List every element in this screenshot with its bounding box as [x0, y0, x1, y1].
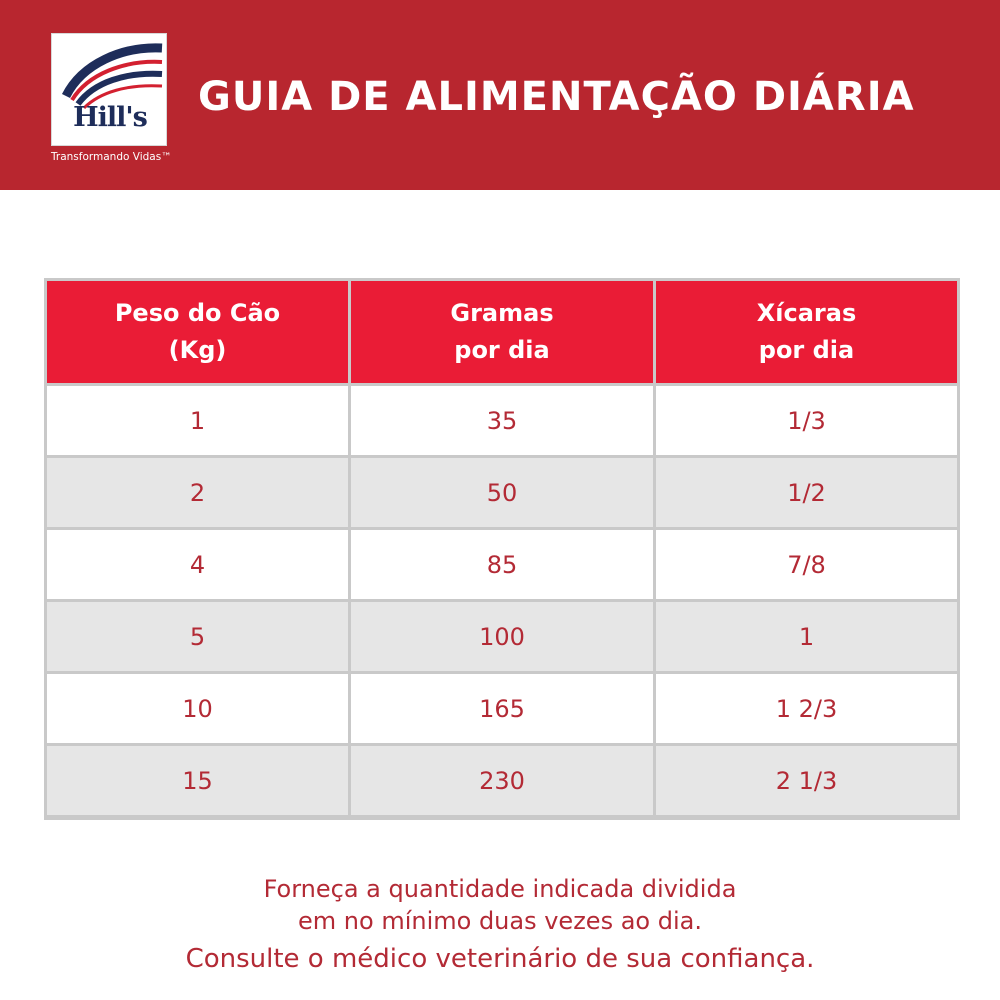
cell-grams: 85: [351, 530, 653, 599]
cell-weight: 10: [47, 674, 348, 743]
cell-grams: 230: [351, 746, 653, 815]
cell-cups: 1 2/3: [656, 674, 957, 743]
logo-arc-icon: [61, 43, 163, 110]
header-weight: Peso do Cão (Kg): [47, 281, 348, 383]
table-row: 1 35 1/3: [47, 386, 957, 455]
header-cups: Xícaras por dia: [656, 281, 957, 383]
hills-logo: Hill's: [51, 33, 167, 146]
header-grams-line1: Gramas: [450, 299, 554, 327]
header-grams-line2: por dia: [454, 336, 550, 364]
cell-cups: 1/3: [656, 386, 957, 455]
header-banner: Hill's Transformando Vidas™ GUIA DE ALIM…: [0, 0, 1000, 190]
cell-weight: 15: [47, 746, 348, 815]
header-weight-line1: Peso do Cão: [114, 299, 281, 327]
table-row: 10 165 1 2/3: [47, 674, 957, 743]
header-grams: Gramas por dia: [351, 281, 653, 383]
logo-tagline: Transformando Vidas™: [51, 151, 172, 163]
cell-grams: 165: [351, 674, 653, 743]
feeding-table: Peso do Cão (Kg) Gramas por dia Xícaras …: [44, 278, 960, 818]
feeding-instructions: Forneça a quantidade indicada dividida e…: [0, 873, 1000, 937]
cell-grams: 35: [351, 386, 653, 455]
vet-advice: Consulte o médico veterinário de sua con…: [185, 944, 815, 974]
logo-wordmark: Hill's: [73, 102, 148, 133]
cell-cups: 1: [656, 602, 957, 671]
table-row: 2 50 1/2: [47, 458, 957, 527]
cell-grams: 50: [351, 458, 653, 527]
table-row: 5 100 1: [47, 602, 957, 671]
cell-weight: 5: [47, 602, 348, 671]
table-header-row: Peso do Cão (Kg) Gramas por dia Xícaras …: [47, 281, 957, 383]
header-cups-line1: Xícaras: [756, 299, 857, 327]
table-row: 4 85 7/8: [47, 530, 957, 599]
instruction-line-2: em no mínimo duas vezes ao dia.: [298, 907, 702, 935]
page-title: GUIA DE ALIMENTAÇÃO DIÁRIA: [198, 74, 915, 120]
cell-weight: 2: [47, 458, 348, 527]
cell-cups: 7/8: [656, 530, 957, 599]
cell-weight: 1: [47, 386, 348, 455]
feeding-table-frame: Peso do Cão (Kg) Gramas por dia Xícaras …: [44, 278, 960, 820]
cell-cups: 1/2: [656, 458, 957, 527]
instruction-line-1: Forneça a quantidade indicada dividida: [263, 875, 737, 903]
cell-weight: 4: [47, 530, 348, 599]
cell-cups: 2 1/3: [656, 746, 957, 815]
header-cups-line2: por dia: [758, 336, 855, 364]
header-weight-line2: (Kg): [168, 336, 227, 364]
table-row: 15 230 2 1/3: [47, 746, 957, 815]
cell-grams: 100: [351, 602, 653, 671]
